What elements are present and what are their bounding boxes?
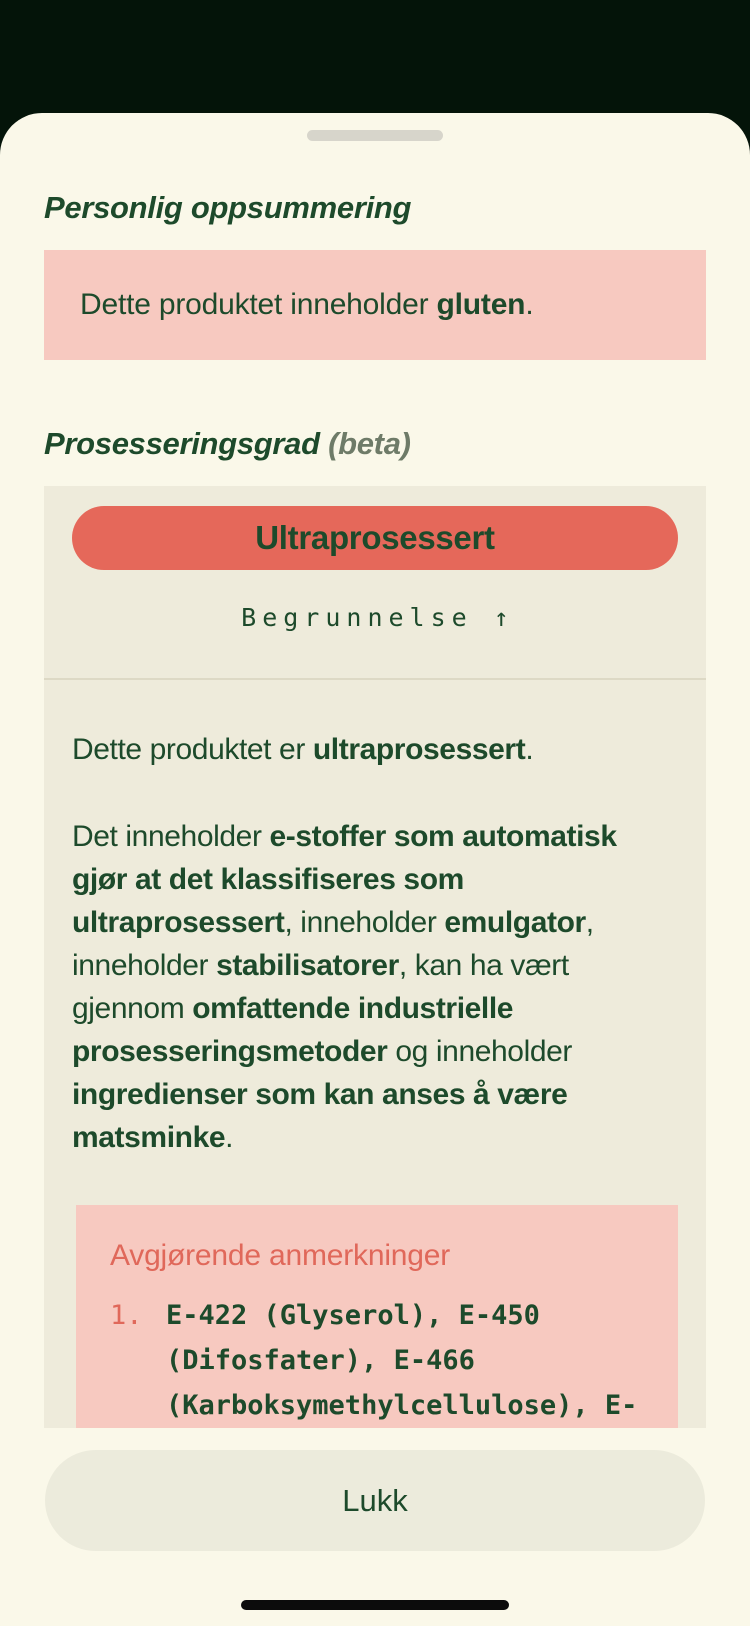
list-item: 1. E-422 (Glyserol), E-450 (Difosfater),…: [110, 1293, 644, 1428]
gluten-alert-bold: gluten: [436, 288, 526, 321]
grade-badge: Ultraprosessert: [72, 506, 678, 570]
sheet-content: Personlig oppsummering Dette produktet i…: [0, 113, 750, 1428]
decisive-notes-heading: Avgjørende anmerkninger: [110, 1239, 451, 1272]
bottom-sheet: Personlig oppsummering Dette produktet i…: [0, 113, 750, 1626]
explanation-segment: og inneholder: [387, 1035, 573, 1068]
explanation-segment: Det inneholder: [72, 820, 270, 853]
home-indicator[interactable]: [241, 1600, 509, 1610]
grade-summary-suffix: .: [525, 733, 534, 766]
explanation-segment: omfattende industrielle prosesseringsmet…: [72, 992, 514, 1068]
explanation-segment: , kan ha vært gjennom: [72, 949, 569, 1025]
sheet-footer: Lukk: [0, 1428, 750, 1626]
sheet-drag-handle[interactable]: [307, 130, 443, 141]
reason-body: Dette produktet er ultraprosessert. Det …: [44, 688, 706, 1428]
list-item-number: 1.: [110, 1300, 143, 1331]
explanation-segment: , inneholder: [284, 906, 445, 939]
grade-summary-prefix: Dette produktet er: [72, 733, 313, 766]
gluten-alert-suffix: .: [525, 288, 534, 321]
processing-grade-heading-text: Prosesseringsgrad: [44, 426, 320, 461]
explanation-segment: e-stoffer som automatisk gjør at det kla…: [72, 820, 617, 939]
close-button-label: Lukk: [342, 1482, 408, 1518]
grade-explanation-text: Det inneholder e-stoffer som automatisk …: [72, 815, 678, 1159]
processing-grade-heading: Prosesseringsgrad (beta): [44, 426, 706, 462]
decisive-notes-box: Avgjørende anmerkninger 1. E-422 (Glyser…: [76, 1205, 678, 1428]
grade-summary-bold: ultraprosessert: [312, 733, 526, 766]
processing-grade-card: Ultraprosessert Begrunnelse ↑ Dette prod…: [44, 486, 706, 1428]
gluten-alert-prefix: Dette produktet inneholder: [80, 288, 437, 321]
reason-toggle[interactable]: Begrunnelse ↑: [44, 603, 706, 632]
beta-tag: (beta): [328, 426, 411, 461]
note-segment: E-422 (Glyserol), E-450 (Difosfater), E-…: [166, 1300, 638, 1421]
grade-summary-text: Dette produktet er ultraprosessert.: [72, 728, 678, 771]
arrow-up-icon: ↑: [493, 603, 509, 632]
gluten-alert-box: Dette produktet inneholder gluten.: [44, 250, 706, 360]
personal-summary-heading: Personlig oppsummering: [44, 190, 412, 225]
grade-badge-label: Ultraprosessert: [255, 519, 495, 556]
explanation-segment: emulgator: [444, 906, 586, 939]
explanation-segment: stabilisatorer: [216, 949, 399, 982]
decisive-notes-list: 1. E-422 (Glyserol), E-450 (Difosfater),…: [110, 1293, 644, 1428]
explanation-segment: ingredienser som kan anses å være matsmi…: [72, 1078, 568, 1154]
list-item-text: E-422 (Glyserol), E-450 (Difosfater), E-…: [166, 1293, 644, 1428]
explanation-segment: .: [225, 1121, 234, 1154]
gluten-alert-text: Dette produktet inneholder gluten.: [80, 289, 670, 321]
close-button[interactable]: Lukk: [45, 1450, 705, 1551]
card-divider: [44, 678, 706, 680]
explanation-segment: , inneholder: [72, 906, 594, 982]
reason-toggle-label: Begrunnelse: [241, 603, 473, 632]
